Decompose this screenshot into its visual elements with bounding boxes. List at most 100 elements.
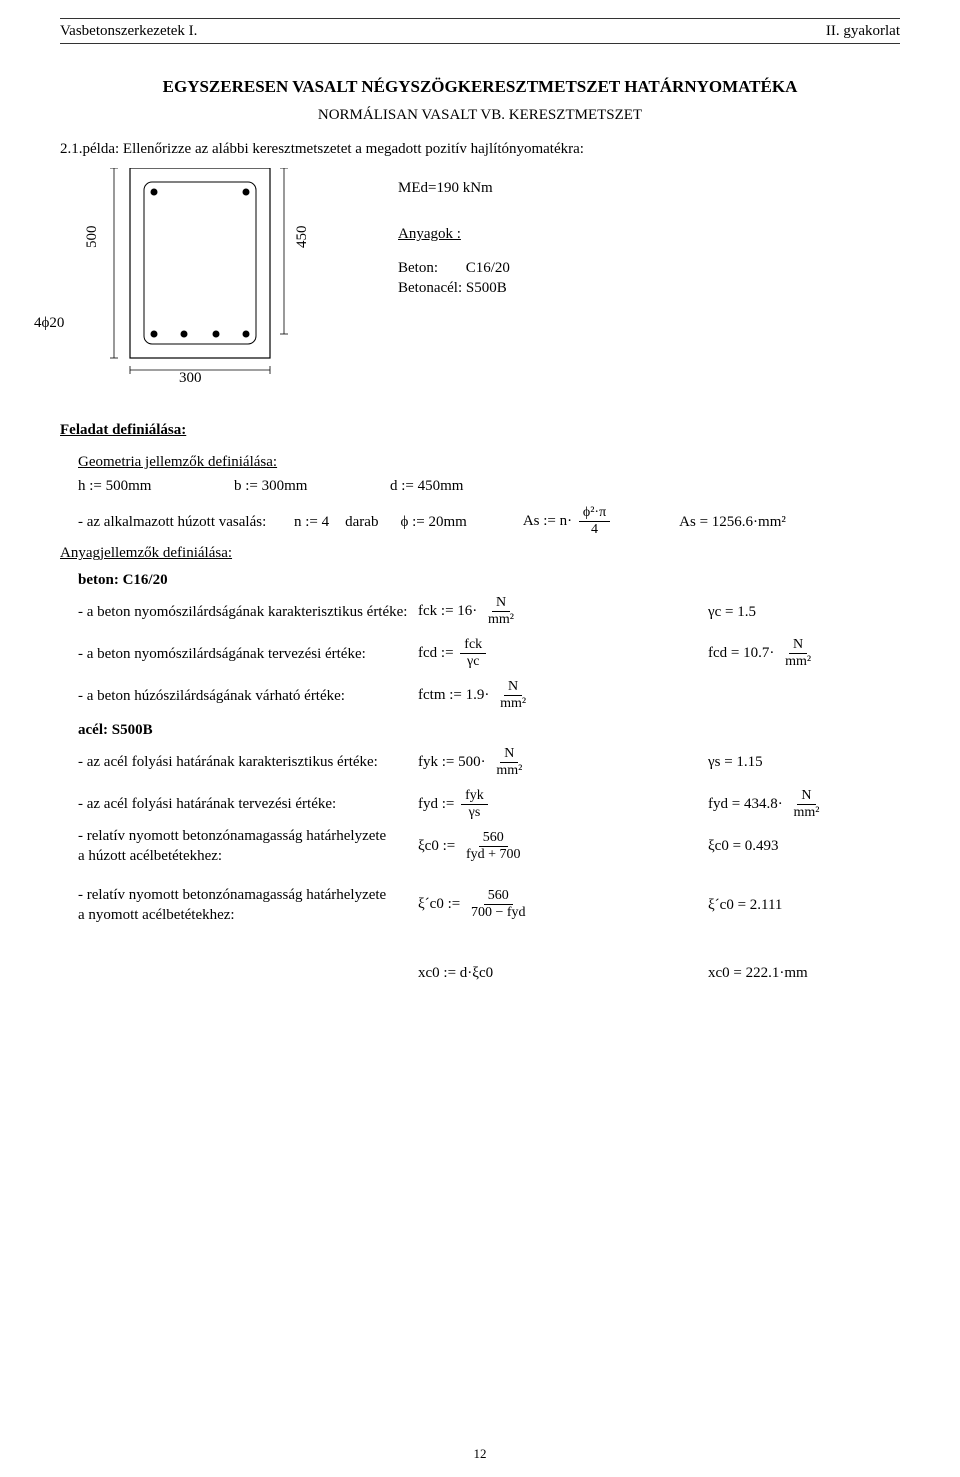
xic0p-line: - relatív nyomott betonzónamagasság hatá… [78,885,900,926]
darab: darab [345,512,378,532]
fyd-desc: - az acél folyási határának tervezési ér… [78,794,418,814]
cross-section-diagram: 4ϕ20 500 450 300 [74,168,334,398]
xc0-line: xc0 := d·ξc0 xc0 = 222.1·mm [78,953,900,993]
fyd-res-frac: N mm² [789,789,823,820]
fyd-result: fyd = 434.8· N mm² [708,789,900,820]
xic0p-result: ξ´c0 = 2.111 [708,895,900,915]
as-frac: ϕ²·π 4 [579,506,610,537]
fyd-num: fyk [461,789,488,805]
fcd-res-den: mm² [781,654,815,669]
xic0-den: fyd + 700 [462,847,525,862]
fcd-expr: fcd := fck γc [418,638,708,669]
xic0p-desc: - relatív nyomott betonzónamagasság hatá… [78,885,418,926]
problem-right-block: MEd=190 kNm Anyagok : Beton: C16/20 Beto… [358,168,900,299]
header-bar: Vasbetonszerkezetek I. II. gyakorlat [60,18,900,44]
xic0-expr: ξc0 := 560 fyd + 700 [418,831,708,862]
fcd-res-num: N [789,638,807,654]
xic0-desc2: a húzott acélbetétekhez: [78,848,222,864]
fck-expr: fck := 16· N mm² [418,596,708,627]
xic0p-expr: ξ´c0 := 560 700 − fyd [418,889,708,920]
as-frac-num: ϕ²·π [579,506,610,522]
fctm-expr-pre: fctm := 1.9· [418,687,489,703]
fck-num: N [492,596,510,612]
acel-section: acél: S500B [78,720,900,740]
fyk-desc: - az acél folyási határának karakteriszt… [78,752,418,772]
beton-value: C16/20 [466,260,510,276]
n-value: n := 4 [294,512,329,532]
xc0-result: xc0 = 222.1·mm [708,963,900,983]
beton-line: Beton: C16/20 [398,258,900,278]
fyk-num: N [500,747,518,763]
fcd-res-pre: fcd = 10.7· [708,645,774,661]
dim-height: 500 [82,225,102,248]
fyk-expr-pre: fyk := 500· [418,754,486,770]
applied-steel: - az alkalmazott húzott vasalás: n := 4 … [78,506,900,537]
xic0-frac: 560 fyd + 700 [462,831,525,862]
page-number: 12 [0,1445,960,1463]
xic0p-desc1: - relatív nyomott betonzónamagasság hatá… [78,887,386,903]
xic0-expr-pre: ξc0 := [418,838,459,854]
fyd-frac: fyk γs [461,789,488,820]
fcd-desc: - a beton nyomószilárdságának tervezési … [78,644,418,664]
header-right: II. gyakorlat [826,21,900,41]
fctm-line: - a beton húzószilárdságának várható ért… [78,676,900,716]
fcd-line: - a beton nyomószilárdságának tervezési … [78,634,900,674]
as-frac-den: 4 [587,522,602,537]
fck-desc: - a beton nyomószilárdságának karakteris… [78,602,418,622]
fcd-res-frac: N mm² [781,638,815,669]
gamma-s: γs = 1.15 [708,752,900,772]
xic0p-frac: 560 700 − fyd [467,889,530,920]
page-subtitle: NORMÁLISAN VASALT VB. KERESZTMETSZET [60,105,900,125]
fcd-num: fck [460,638,486,654]
xic0p-desc2: a nyomott acélbetétekhez: [78,907,235,923]
beton-section: beton: C16/20 [78,570,900,590]
xic0-desc: - relatív nyomott betonzónamagasság hatá… [78,826,418,867]
geom-heading: Geometria jellemzők definiálása: [78,452,900,472]
applied-steel-label: - az alkalmazott húzott vasalás: [78,512,288,532]
as-expr: As := n· ϕ²·π 4 [523,506,613,537]
fctm-den: mm² [496,696,530,711]
header-left: Vasbetonszerkezetek I. [60,21,197,41]
fctm-desc: - a beton húzószilárdságának várható ért… [78,686,418,706]
geom-d: d := 450mm [390,476,463,496]
fctm-frac: N mm² [496,680,530,711]
bars-label: 4ϕ20 [34,313,64,333]
fck-den: mm² [484,612,518,627]
gamma-c: γc = 1.5 [708,602,900,622]
cross-section-svg [110,168,310,378]
anyag-heading: Anyagjellemzők definiálása: [60,543,900,563]
fyd-res-den: mm² [789,805,823,820]
fcd-den: γc [463,654,483,669]
problem-intro: 2.1.példa: Ellenőrizze az alábbi kereszt… [60,139,900,159]
fyk-den: mm² [492,763,526,778]
fyk-frac: N mm² [492,747,526,778]
phi-value: ϕ := 20mm [400,512,466,532]
med-text: MEd=190 kNm [398,180,493,196]
fctm-num: N [504,680,522,696]
page-title: EGYSZERESEN VASALT NÉGYSZÖGKERESZTMETSZE… [60,76,900,99]
geom-values: h := 500mm b := 300mm d := 450mm [78,476,900,496]
med-value: MEd=190 kNm [398,178,900,198]
as-result: As = 1256.6·mm² [679,512,786,532]
fyd-line: - az acél folyási határának tervezési ér… [78,784,900,824]
feladat-heading: Feladat definiálása: [60,420,900,440]
fcd-frac: fck γc [460,638,486,669]
fck-expr-pre: fck := 16· [418,603,477,619]
anyagok-label: Anyagok : [398,224,900,244]
xic0p-den: 700 − fyd [467,905,530,920]
fyd-expr-pre: fyd := [418,796,458,812]
geom-b: b := 300mm [234,476,384,496]
xic0-result: ξc0 = 0.493 [708,836,900,856]
fyd-res-pre: fyd = 434.8· [708,796,783,812]
fyk-line: - az acél folyási határának karakteriszt… [78,742,900,782]
xc0-expr: xc0 := d·ξc0 [418,963,708,983]
fyd-expr: fyd := fyk γs [418,789,708,820]
as-expr-pre: As := n· [523,513,572,529]
geom-h: h := 500mm [78,476,228,496]
xic0-line: - relatív nyomott betonzónamagasság hatá… [78,826,900,867]
fyk-expr: fyk := 500· N mm² [418,747,708,778]
xic0p-num: 560 [484,889,513,905]
xic0-desc1: - relatív nyomott betonzónamagasság hatá… [78,828,386,844]
problem-layout: 4ϕ20 500 450 300 [74,168,900,398]
fcd-expr-pre: fcd := [418,645,457,661]
